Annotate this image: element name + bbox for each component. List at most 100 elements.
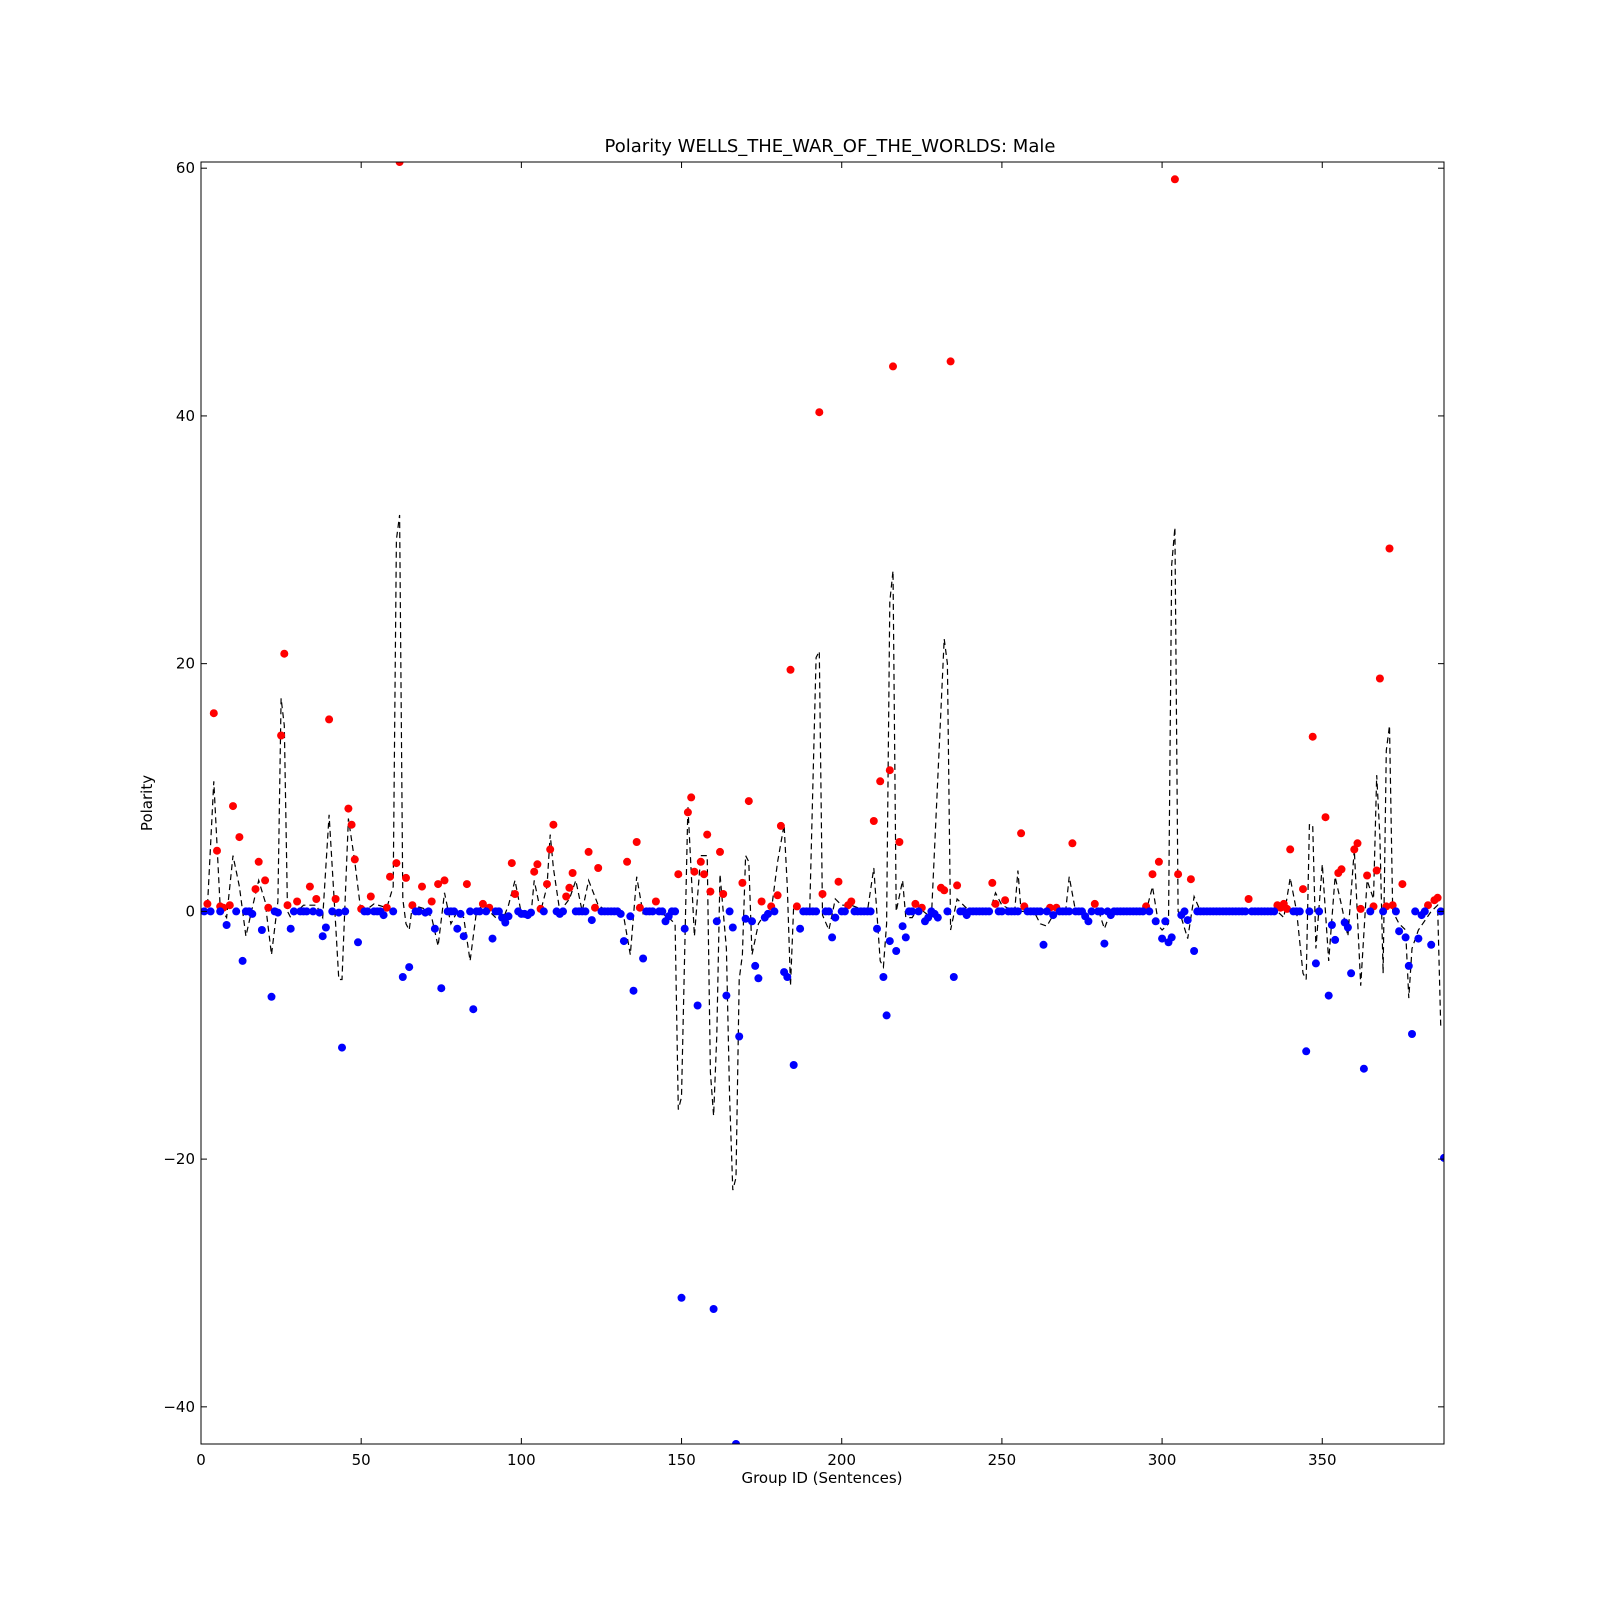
blue-data-point xyxy=(824,907,833,916)
blue-data-point xyxy=(1158,934,1167,943)
blue-data-point xyxy=(1161,917,1170,926)
red-data-point xyxy=(264,903,273,912)
red-data-point xyxy=(1283,904,1291,913)
blue-data-point xyxy=(840,907,849,916)
blue-data-point xyxy=(1440,1153,1444,1162)
blue-data-point xyxy=(616,909,625,918)
blue-data-point xyxy=(764,909,772,918)
blue-data-point xyxy=(1270,907,1279,916)
blue-data-point xyxy=(363,907,372,916)
red-data-point xyxy=(312,895,321,903)
red-data-point xyxy=(251,885,260,894)
blue-data-point xyxy=(1190,947,1199,955)
blue-data-point xyxy=(1411,907,1420,916)
blue-data-point xyxy=(338,1043,346,1052)
blue-data-point xyxy=(728,923,737,932)
red-data-point xyxy=(229,802,237,811)
y-axis-label: Polarity xyxy=(138,775,156,831)
blue-data-point xyxy=(1391,907,1400,916)
blue-data-point xyxy=(1379,907,1388,916)
x-tick-label: 300 xyxy=(1148,1451,1177,1469)
red-data-point xyxy=(889,362,897,371)
red-data-point xyxy=(478,899,487,908)
red-data-point xyxy=(1244,895,1253,903)
blue-data-point xyxy=(741,914,750,923)
blue-data-point xyxy=(389,907,398,916)
red-data-point xyxy=(690,867,699,876)
blue-data-point xyxy=(1327,921,1336,929)
blue-data-point xyxy=(914,907,923,916)
chart-title: Polarity WELLS_THE_WAR_OF_THE_WORLDS: Ma… xyxy=(605,136,1056,157)
blue-data-point xyxy=(466,907,475,916)
red-data-point xyxy=(462,880,471,889)
blue-data-point xyxy=(286,924,295,933)
blue-data-point xyxy=(1305,907,1314,916)
red-data-point xyxy=(674,870,683,879)
red-data-point xyxy=(885,766,894,775)
blue-data-point xyxy=(206,907,215,916)
red-data-point xyxy=(623,857,632,866)
blue-data-point xyxy=(1183,916,1192,925)
red-data-point xyxy=(1353,839,1362,848)
blue-data-point xyxy=(812,907,821,916)
y-tick-label: 40 xyxy=(176,407,195,425)
blue-data-point xyxy=(437,984,446,993)
blue-data-point xyxy=(398,973,407,981)
red-data-point xyxy=(402,873,410,882)
red-data-point xyxy=(1398,880,1407,889)
red-data-point xyxy=(507,859,516,868)
red-data-point xyxy=(594,864,603,872)
blue-data-point xyxy=(267,992,276,1001)
red-data-point xyxy=(696,857,705,866)
red-data-point xyxy=(988,878,997,887)
red-data-point xyxy=(235,833,244,842)
red-data-point xyxy=(209,709,218,718)
blue-data-point xyxy=(414,907,423,916)
blue-data-point xyxy=(754,974,763,983)
red-data-point xyxy=(203,899,212,908)
blue-data-point xyxy=(898,922,907,931)
blue-data-point xyxy=(1087,907,1096,916)
red-data-point xyxy=(1068,839,1077,848)
red-data-point xyxy=(1148,870,1157,879)
red-data-point xyxy=(366,892,375,901)
red-data-point xyxy=(1170,175,1179,184)
red-data-point xyxy=(786,665,795,674)
blue-data-point xyxy=(1295,907,1304,916)
red-data-point xyxy=(395,162,404,166)
blue-data-point xyxy=(1100,939,1109,948)
blue-data-point xyxy=(1180,907,1189,916)
series-dashed-line xyxy=(201,514,1442,1191)
red-data-point xyxy=(293,897,302,906)
red-data-point xyxy=(1356,904,1365,913)
red-data-point xyxy=(1017,829,1026,838)
blue-data-point xyxy=(1049,911,1058,920)
red-data-point xyxy=(632,838,641,846)
blue-data-point xyxy=(1408,1030,1416,1038)
red-data-point xyxy=(1363,871,1372,880)
blue-data-point xyxy=(949,973,958,981)
red-data-point xyxy=(331,895,340,903)
red-data-point xyxy=(325,715,334,724)
red-data-point xyxy=(869,817,878,825)
red-data-point xyxy=(440,876,449,885)
red-data-point xyxy=(815,408,824,417)
blue-data-point xyxy=(985,907,994,916)
red-data-point xyxy=(1174,870,1183,879)
blue-data-point xyxy=(658,907,667,916)
red-data-point xyxy=(213,846,221,855)
red-data-point xyxy=(991,899,1000,908)
blue-data-point xyxy=(587,916,596,925)
blue-data-point xyxy=(831,913,840,922)
blue-data-point xyxy=(1420,907,1429,916)
blue-data-point xyxy=(892,947,901,955)
blue-data-point xyxy=(248,909,257,918)
blue-data-point xyxy=(430,924,439,933)
y-tick-label: 0 xyxy=(185,902,195,920)
red-data-point xyxy=(565,883,574,892)
blue-data-point xyxy=(693,1001,702,1010)
red-data-point xyxy=(757,897,766,906)
red-data-point xyxy=(700,870,708,879)
red-data-point xyxy=(1001,896,1010,905)
red-data-point xyxy=(584,847,593,856)
